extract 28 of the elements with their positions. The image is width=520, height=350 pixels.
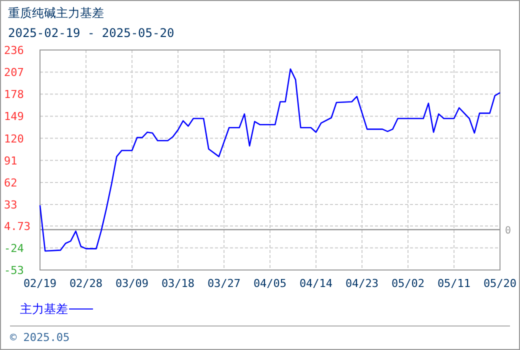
x-tick-label: 02/19 [23,277,57,290]
x-tick-label: 04/14 [299,277,333,290]
legend-label: 主力基差 [20,302,68,316]
y-tick-label: -24 [4,242,24,255]
ref-line-label: 0 [505,226,512,237]
y-tick-label: 4.73 [4,220,30,234]
y-tick-label: 236 [4,44,24,57]
x-tick-label: 05/20 [483,277,517,290]
chart-title: 重质纯碱主力基差 [8,6,104,20]
y-tick-label: 33 [4,198,18,212]
x-tick-label: 05/11 [437,277,471,290]
text: © 2025.05 [10,331,70,344]
y-tick-label: 149 [4,110,24,124]
x-tick-label: 02/28 [69,277,103,290]
x-tick-label: 04/05 [253,277,287,290]
x-tick-label: 04/23 [345,277,379,290]
y-tick-label: 91 [4,154,18,168]
chart-subtitle: 2025-02-19 - 2025-05-20 [8,26,174,40]
y-tick-label: -53 [4,264,24,277]
line-series [39,68,501,252]
x-tick-label: 03/27 [207,277,241,290]
x-tick-label: 03/18 [161,277,195,290]
y-tick-label: 62 [4,176,18,190]
x-tick-label: 05/02 [391,277,425,290]
y-tick-label: 178 [4,88,24,102]
x-tick-label: 03/09 [115,277,149,290]
y-tick-label: 207 [4,66,24,80]
y-tick-label: 120 [4,132,24,146]
